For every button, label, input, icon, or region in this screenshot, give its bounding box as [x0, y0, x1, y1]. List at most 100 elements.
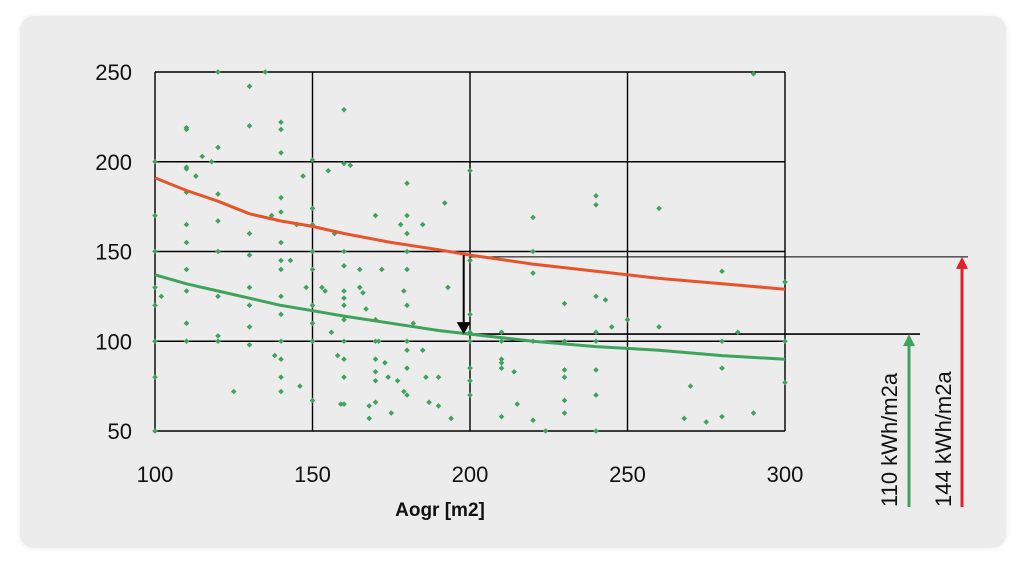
data-point [404, 212, 410, 219]
data-point [230, 388, 237, 395]
data-point [278, 311, 284, 318]
data-point [347, 162, 354, 169]
data-point [372, 399, 379, 406]
data-point [498, 338, 505, 345]
data-point [511, 368, 517, 375]
data-point [719, 365, 725, 371]
x-tick-label: 250 [609, 462, 646, 487]
data-point [341, 401, 347, 407]
data-point [325, 167, 332, 174]
data-point [593, 338, 599, 345]
data-point [404, 338, 410, 345]
data-point [246, 83, 253, 90]
data-point [271, 352, 278, 359]
upper-curve [154, 176, 786, 291]
data-point [561, 367, 568, 373]
data-point [297, 383, 303, 389]
data-point [193, 173, 199, 179]
data-point [593, 428, 599, 434]
data-point [363, 306, 369, 312]
data-point [278, 356, 284, 362]
data-point [183, 239, 190, 246]
data-point [278, 266, 284, 273]
data-point [341, 248, 347, 255]
data-point [687, 383, 694, 389]
data-point [624, 316, 631, 323]
data-point [278, 338, 284, 345]
data-point [278, 149, 284, 156]
data-point [372, 212, 379, 219]
data-point [404, 180, 410, 187]
data-point [183, 320, 190, 327]
data-point [366, 403, 372, 409]
data-point [442, 200, 448, 206]
data-point [152, 338, 158, 345]
x-axis-label: Aogr [m2] [395, 500, 485, 521]
data-point [394, 377, 401, 384]
x-tick-label: 300 [767, 462, 804, 487]
data-point [593, 293, 599, 300]
data-point [341, 338, 347, 345]
data-point [445, 284, 451, 291]
data-point [467, 257, 473, 264]
data-point [183, 288, 190, 294]
y-tick-label: 200 [95, 150, 132, 175]
lower-curve [154, 273, 786, 361]
data-point [152, 158, 158, 165]
data-point [215, 144, 221, 151]
data-point [498, 329, 505, 336]
data-point [278, 257, 284, 264]
data-point [303, 284, 309, 291]
data-point [158, 293, 165, 300]
red-arrow-head [956, 256, 968, 269]
data-point [719, 268, 725, 275]
data-point [152, 374, 158, 380]
data-point [183, 221, 190, 228]
data-point [561, 397, 568, 404]
data-point [750, 70, 757, 77]
data-point [372, 368, 379, 375]
green-arrow-head [903, 334, 915, 347]
data-point [656, 324, 662, 330]
data-point [341, 288, 347, 294]
x-tick-label: 150 [294, 462, 331, 487]
data-point [593, 329, 599, 336]
data-point [388, 410, 395, 416]
data-point [309, 266, 316, 273]
data-point [199, 153, 206, 160]
data-point [246, 252, 253, 258]
data-point [309, 397, 316, 404]
x-tick-label: 200 [452, 462, 489, 487]
data-point [183, 166, 190, 172]
data-point [561, 300, 568, 307]
data-point [278, 126, 284, 133]
data-point [246, 324, 253, 330]
data-point [419, 221, 426, 228]
data-point [300, 173, 306, 179]
data-point [372, 356, 379, 362]
data-point [331, 230, 338, 237]
data-point [467, 167, 473, 174]
data-point [309, 338, 316, 345]
data-point [278, 239, 284, 246]
data-point [498, 365, 505, 371]
data-point [341, 316, 347, 323]
y-tick-label: 150 [95, 240, 132, 265]
data-point [719, 338, 725, 345]
data-point [152, 302, 158, 309]
data-point [467, 338, 473, 345]
data-point [183, 338, 190, 345]
data-point [309, 221, 316, 228]
data-point [309, 205, 316, 212]
data-point [309, 157, 316, 163]
data-point [435, 374, 442, 380]
data-point [498, 359, 505, 366]
data-point [334, 352, 341, 359]
data-point [246, 123, 253, 129]
data-point [401, 288, 407, 294]
data-point [215, 191, 221, 197]
data-point [309, 320, 316, 327]
data-point [215, 293, 221, 300]
data-point [719, 413, 725, 420]
difference-arrow-head [456, 322, 471, 335]
